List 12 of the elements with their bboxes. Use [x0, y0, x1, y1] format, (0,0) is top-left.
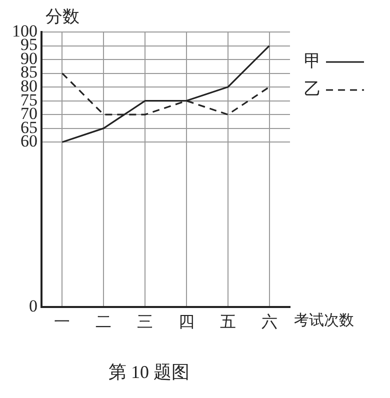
x-tick-label: 一	[54, 314, 70, 332]
x-tick-label: 二	[96, 314, 112, 332]
legend-label: 乙	[304, 79, 321, 98]
x-axis-title: 考试次数	[294, 312, 354, 330]
legend-label: 甲	[304, 51, 321, 70]
x-tick-label: 六	[261, 313, 278, 332]
y-axis-title: 分数	[46, 6, 80, 26]
x-tick-label: 三	[137, 314, 154, 332]
text: 第 10 题图	[108, 362, 190, 382]
y-tick-label: 0	[29, 296, 38, 316]
x-tick-label: 四	[178, 314, 194, 332]
x-tick-label: 五	[220, 314, 236, 332]
